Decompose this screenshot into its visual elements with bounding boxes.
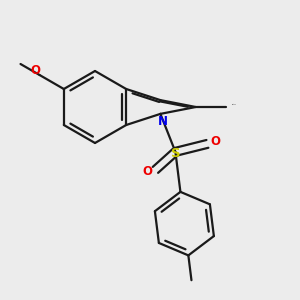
- Text: O: O: [142, 165, 152, 178]
- Text: S: S: [171, 147, 180, 161]
- Text: methyl: methyl: [232, 103, 237, 105]
- Text: N: N: [158, 116, 167, 128]
- Text: O: O: [210, 135, 220, 148]
- Text: O: O: [31, 64, 40, 76]
